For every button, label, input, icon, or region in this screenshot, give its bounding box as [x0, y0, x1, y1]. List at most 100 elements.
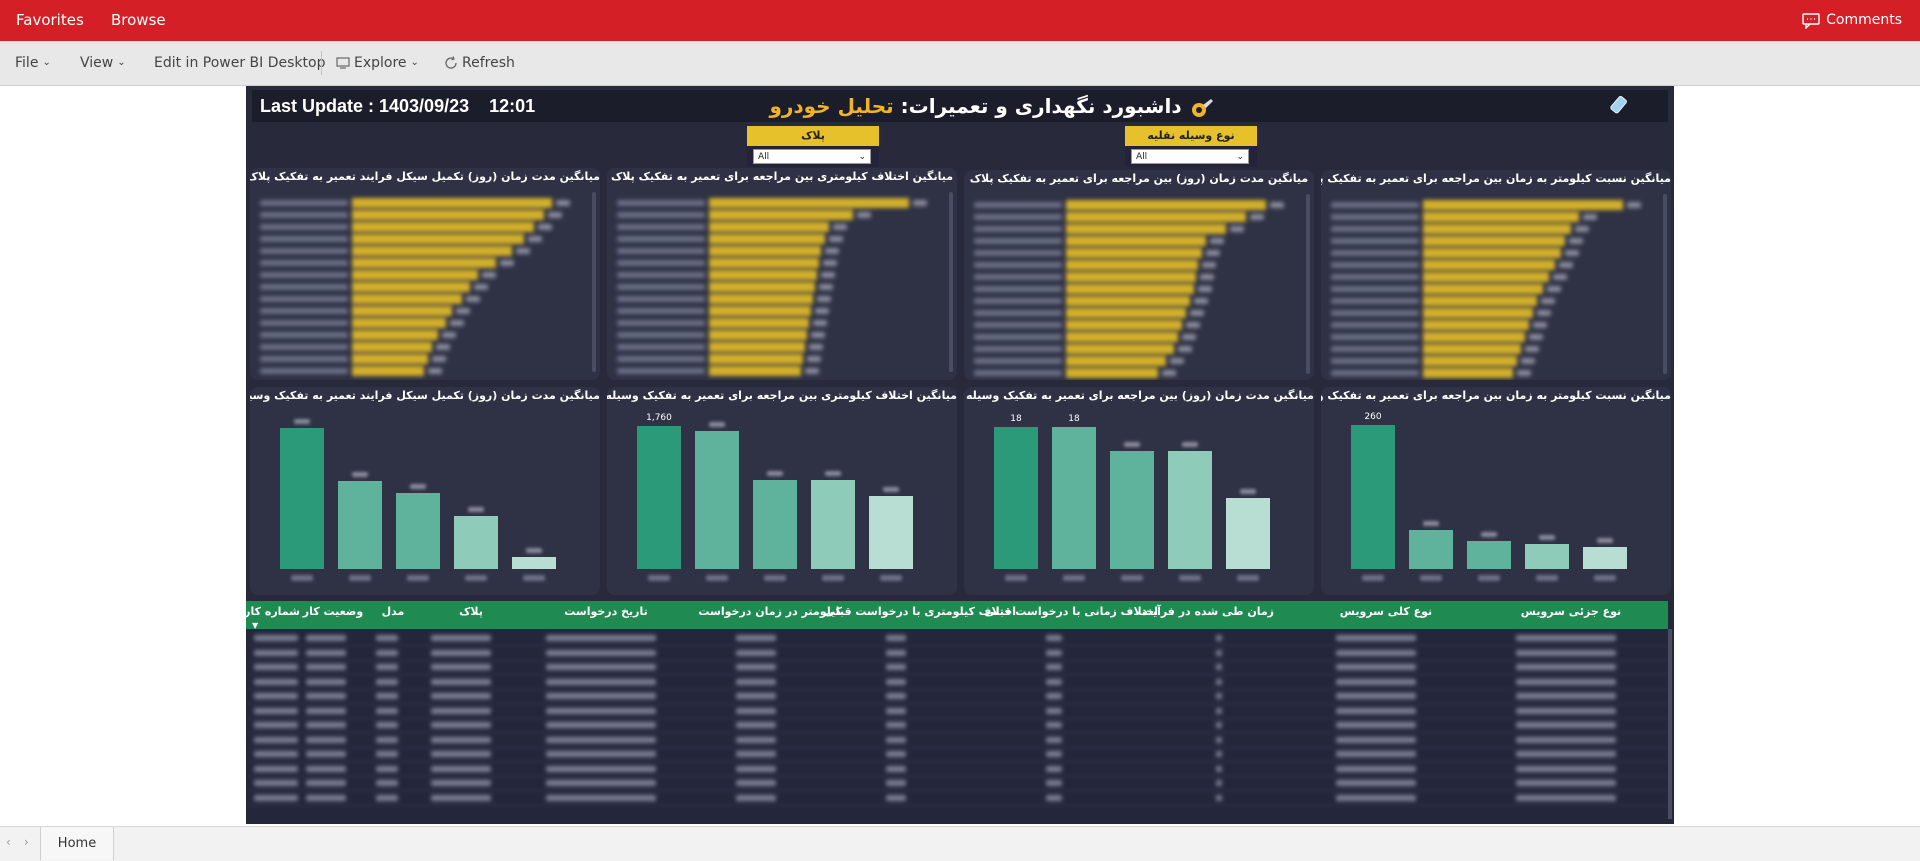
panel-avg-cycle-days-by-plate[interactable]: میانگین مدت زمان (روز) تکمیل سیکل فرایند… [250, 168, 600, 380]
bar[interactable] [352, 342, 432, 352]
file-menu[interactable]: File ⌄ [15, 41, 51, 85]
hbar-row[interactable] [250, 366, 600, 376]
col-header[interactable]: اختلاف کیلومتری با درخواست قبلی [824, 605, 1016, 618]
hbar-row[interactable] [1321, 296, 1671, 306]
hbar-row[interactable] [250, 222, 600, 232]
bar[interactable] [1423, 320, 1529, 330]
bar[interactable] [709, 282, 815, 292]
bar[interactable] [709, 318, 809, 328]
hbar-row[interactable] [964, 320, 1314, 330]
bar[interactable] [1423, 272, 1549, 282]
hbar-row[interactable] [1321, 272, 1671, 282]
bar[interactable] [1423, 356, 1517, 366]
bar[interactable] [1423, 284, 1543, 294]
col-header[interactable]: اختلاف زمانی با درخواست قبلی [984, 605, 1158, 618]
table-row[interactable] [246, 675, 1668, 690]
hbar-row[interactable] [250, 210, 600, 220]
table-row[interactable] [246, 689, 1668, 704]
hbar-row[interactable] [1321, 344, 1671, 354]
hbar-row[interactable] [250, 198, 600, 208]
hbar-row[interactable] [964, 296, 1314, 306]
hbar-row[interactable] [964, 224, 1314, 234]
vehicle-type-slicer-dropdown[interactable]: All ⌄ [1131, 149, 1249, 164]
bar[interactable] [1066, 224, 1226, 234]
page-tab-home[interactable]: Home [40, 827, 114, 860]
bar[interactable] [709, 246, 821, 256]
bar[interactable] [1066, 200, 1266, 210]
bar[interactable] [1423, 236, 1565, 246]
bar[interactable] [352, 306, 452, 316]
bar[interactable] [352, 270, 478, 280]
col-header[interactable]: تاریخ درخواست [564, 605, 648, 618]
bar[interactable] [396, 492, 440, 569]
bar[interactable] [1066, 236, 1206, 246]
hbar-row[interactable] [607, 198, 957, 208]
hbar-row[interactable] [964, 248, 1314, 258]
hbar-row[interactable] [607, 318, 957, 328]
hbar-row[interactable] [607, 294, 957, 304]
bar[interactable] [1423, 368, 1513, 378]
table-row[interactable] [246, 704, 1668, 719]
bar[interactable] [709, 330, 807, 340]
hbar-row[interactable] [607, 210, 957, 220]
bar[interactable] [1351, 424, 1395, 569]
table-row[interactable] [246, 646, 1668, 661]
hbar-row[interactable] [964, 308, 1314, 318]
bar[interactable] [709, 294, 813, 304]
hbar-row[interactable] [964, 272, 1314, 282]
bar[interactable] [1583, 546, 1627, 569]
chart-scrollbar[interactable] [1663, 194, 1667, 374]
hbar-row[interactable] [250, 306, 600, 316]
view-menu[interactable]: View ⌄ [80, 41, 126, 85]
panel-avg-days-between-by-vehicle[interactable]: میانگین مدت زمان (روز) بین مراجعه برای ت… [964, 387, 1314, 595]
bar[interactable] [1409, 530, 1453, 569]
bar[interactable] [709, 258, 819, 268]
bar[interactable] [1423, 200, 1623, 210]
bar[interactable] [352, 258, 496, 268]
hbar-row[interactable] [1321, 368, 1671, 378]
bar[interactable] [1110, 450, 1154, 569]
bar[interactable] [709, 270, 817, 280]
bar[interactable] [1423, 248, 1561, 258]
bar[interactable] [352, 318, 446, 328]
bar[interactable] [352, 282, 470, 292]
hbar-row[interactable] [250, 270, 600, 280]
hbar-row[interactable] [964, 284, 1314, 294]
hbar-row[interactable] [1321, 284, 1671, 294]
table-scrollbar[interactable] [1668, 629, 1672, 819]
col-header[interactable]: وضعیت کار [302, 605, 364, 618]
col-header[interactable]: مدل [381, 605, 405, 618]
hbar-row[interactable] [1321, 200, 1671, 210]
chart-scrollbar[interactable] [949, 192, 953, 372]
bar[interactable] [709, 198, 909, 208]
bar[interactable] [352, 366, 424, 376]
bar[interactable] [1423, 332, 1525, 342]
bar[interactable] [1423, 308, 1533, 318]
bar[interactable] [695, 431, 739, 569]
panel-km-time-ratio-by-vehicle[interactable]: میانگین نسبت کیلومتر به زمان بین مراجعه … [1321, 387, 1671, 595]
bar[interactable] [280, 428, 324, 569]
panel-avg-days-between-by-plate[interactable]: میانگین مدت زمان (روز) بین مراجعه برای ت… [964, 170, 1314, 380]
hbar-row[interactable] [607, 234, 957, 244]
hbar-row[interactable] [1321, 308, 1671, 318]
eraser-icon[interactable] [1610, 95, 1628, 117]
bar[interactable] [709, 366, 801, 376]
hbar-row[interactable] [607, 330, 957, 340]
bar[interactable] [1066, 332, 1178, 342]
chart-scrollbar[interactable] [592, 192, 596, 372]
favorites-link[interactable]: Favorites [16, 11, 84, 29]
bar[interactable] [753, 479, 797, 569]
edit-in-desktop-button[interactable]: Edit in Power BI Desktop [154, 55, 326, 71]
col-header[interactable]: نوع جزئی سرویس [1520, 605, 1622, 618]
hbar-row[interactable] [250, 342, 600, 352]
table-row[interactable] [246, 776, 1668, 791]
bar[interactable] [709, 222, 829, 232]
bar[interactable] [1423, 224, 1571, 234]
bar[interactable] [1066, 272, 1196, 282]
plate-slicer-dropdown[interactable]: All ⌄ [753, 149, 871, 164]
bar[interactable] [811, 479, 855, 569]
work-order-table[interactable]: شماره کار وضعیت کار مدل پلاک تاریخ درخوا… [246, 601, 1674, 824]
col-header[interactable]: کیلومتر در زمان درخواست [698, 605, 842, 618]
bar[interactable] [1066, 308, 1186, 318]
hbar-row[interactable] [1321, 260, 1671, 270]
